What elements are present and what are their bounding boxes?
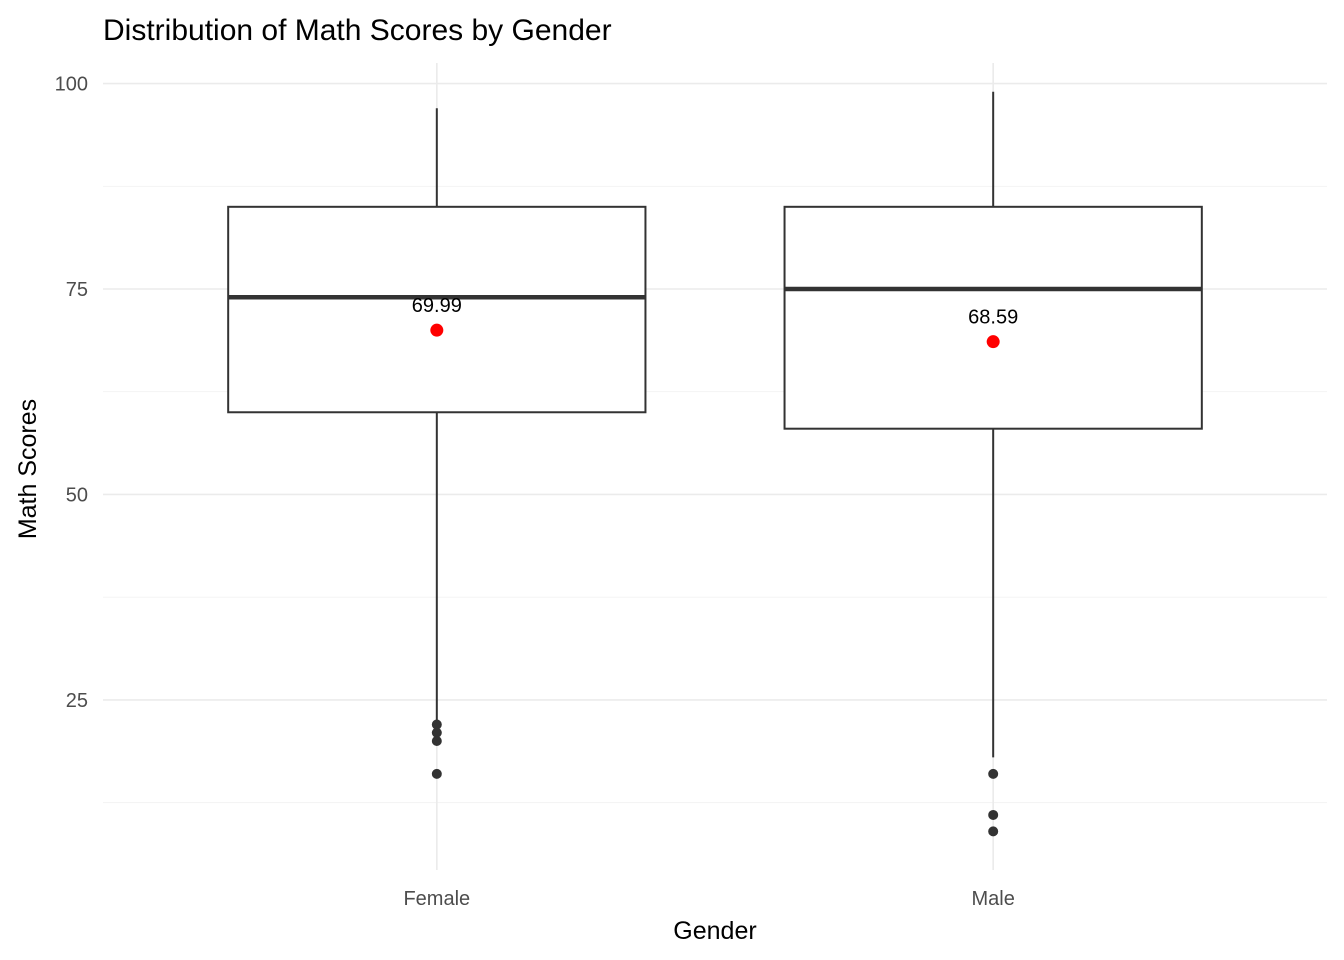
iqr-box	[783, 205, 1203, 430]
outlier-point	[988, 826, 999, 837]
y-axis-title: Math Scores	[14, 399, 42, 539]
y-axis-ticks: 25 50 75 100	[55, 74, 88, 712]
outlier-point	[431, 735, 442, 746]
mean-point	[986, 335, 1000, 349]
mean-point	[430, 323, 444, 337]
x-axis-title: Gender	[673, 917, 756, 945]
outlier-point	[431, 719, 442, 730]
y-tick-label: 100	[55, 74, 88, 96]
outlier-point	[431, 768, 442, 779]
chart-title: Distribution of Math Scores by Gender	[103, 14, 612, 47]
grid	[103, 63, 1327, 870]
x-tick-label: Female	[403, 888, 470, 910]
mean-label: 69.99	[412, 295, 462, 317]
mean-label: 68.59	[968, 307, 1018, 329]
x-tick-label: Male	[972, 888, 1015, 910]
y-tick-label: 50	[66, 484, 88, 506]
box-male: 68.59	[783, 91, 1203, 837]
outlier-point	[431, 727, 442, 738]
outlier-point	[988, 809, 999, 820]
box-female: 69.99	[227, 108, 647, 779]
iqr-box	[227, 205, 647, 414]
boxes: 69.99 68.59	[227, 91, 1203, 837]
y-tick-label: 75	[66, 279, 88, 301]
x-axis-ticks: Female Male	[403, 888, 1014, 910]
outlier-point	[988, 768, 999, 779]
y-tick-label: 25	[66, 690, 88, 712]
